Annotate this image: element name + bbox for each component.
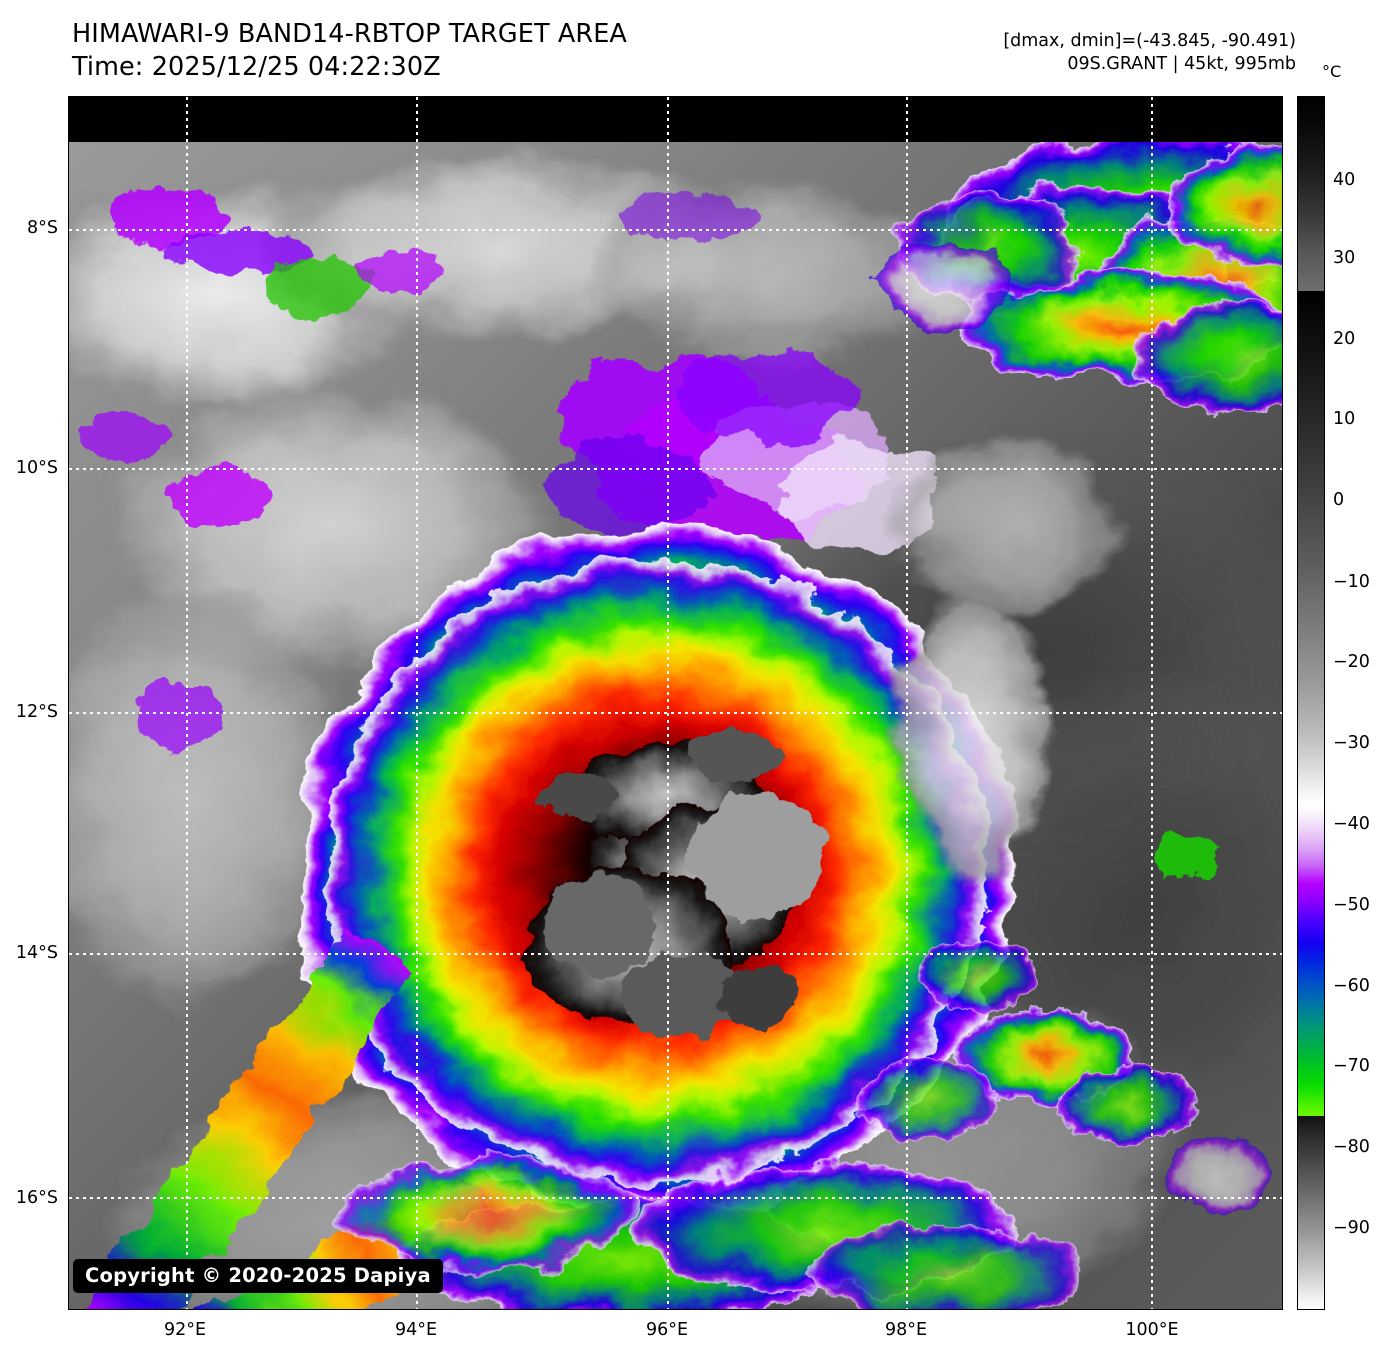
colorbar-tick-m20: −20 <box>1333 652 1370 672</box>
ytick-label-12s: 12°S <box>15 702 58 722</box>
colorbar-tick-m10: −10 <box>1333 572 1370 592</box>
ytick-label-14s: 14°S <box>15 943 58 963</box>
colorbar-tick-m80: −80 <box>1333 1137 1370 1157</box>
satellite-plot-area: Copyright © 2020-2025 Dapiya <box>68 96 1283 1310</box>
storm-info-label: 09S.GRANT | 45kt, 995mb <box>1067 54 1296 75</box>
colorbar-tick-0: 0 <box>1333 490 1345 510</box>
satellite-imagery <box>69 97 1282 1309</box>
colorbar-tick-m60: −60 <box>1333 976 1370 996</box>
colorbar <box>1297 96 1325 1310</box>
copyright-watermark: Copyright © 2020-2025 Dapiya <box>73 1259 443 1293</box>
colorbar-tick-10: 10 <box>1333 409 1356 429</box>
colorbar-unit-label: °C <box>1322 62 1342 81</box>
colorbar-tick-40: 40 <box>1333 170 1356 190</box>
xtick-label-100e: 100°E <box>1125 1320 1179 1340</box>
xtick-label-98e: 98°E <box>884 1320 928 1340</box>
title-product: HIMAWARI-9 BAND14-RBTOP TARGET AREA <box>72 19 627 49</box>
xtick-label-96e: 96°E <box>645 1320 689 1340</box>
ytick-label-16s: 16°S <box>15 1188 58 1208</box>
ytick-label-10s: 10°S <box>15 458 58 478</box>
colorbar-tick-m50: −50 <box>1333 895 1370 915</box>
xtick-label-92e: 92°E <box>163 1320 207 1340</box>
title-time: Time: 2025/12/25 04:22:30Z <box>72 52 441 83</box>
colorbar-warm-grey-ramp <box>1298 97 1324 291</box>
colorbar-tick-m30: −30 <box>1333 733 1370 753</box>
colorbar-tick-20: 20 <box>1333 329 1356 349</box>
dmax-dmin-label: [dmax, dmin]=(-43.845, -90.491) <box>1003 31 1296 51</box>
page-title: HIMAWARI-9 BAND14-RBTOP TARGET AREA Time… <box>72 18 627 84</box>
colorbar-tick-30: 30 <box>1333 248 1356 268</box>
colorbar-tick-m90: −90 <box>1333 1218 1370 1238</box>
colorbar-cold-grey-ramp <box>1298 1116 1324 1309</box>
xtick-label-94e: 94°E <box>394 1320 438 1340</box>
colorbar-tick-m70: −70 <box>1333 1056 1370 1076</box>
ytick-label-8s: 8°S <box>27 218 58 238</box>
colorbar-tick-m40: −40 <box>1333 814 1370 834</box>
no-data-band <box>69 97 1282 142</box>
metadata: [dmax, dmin]=(-43.845, -90.491) 09S.GRAN… <box>1003 30 1296 76</box>
